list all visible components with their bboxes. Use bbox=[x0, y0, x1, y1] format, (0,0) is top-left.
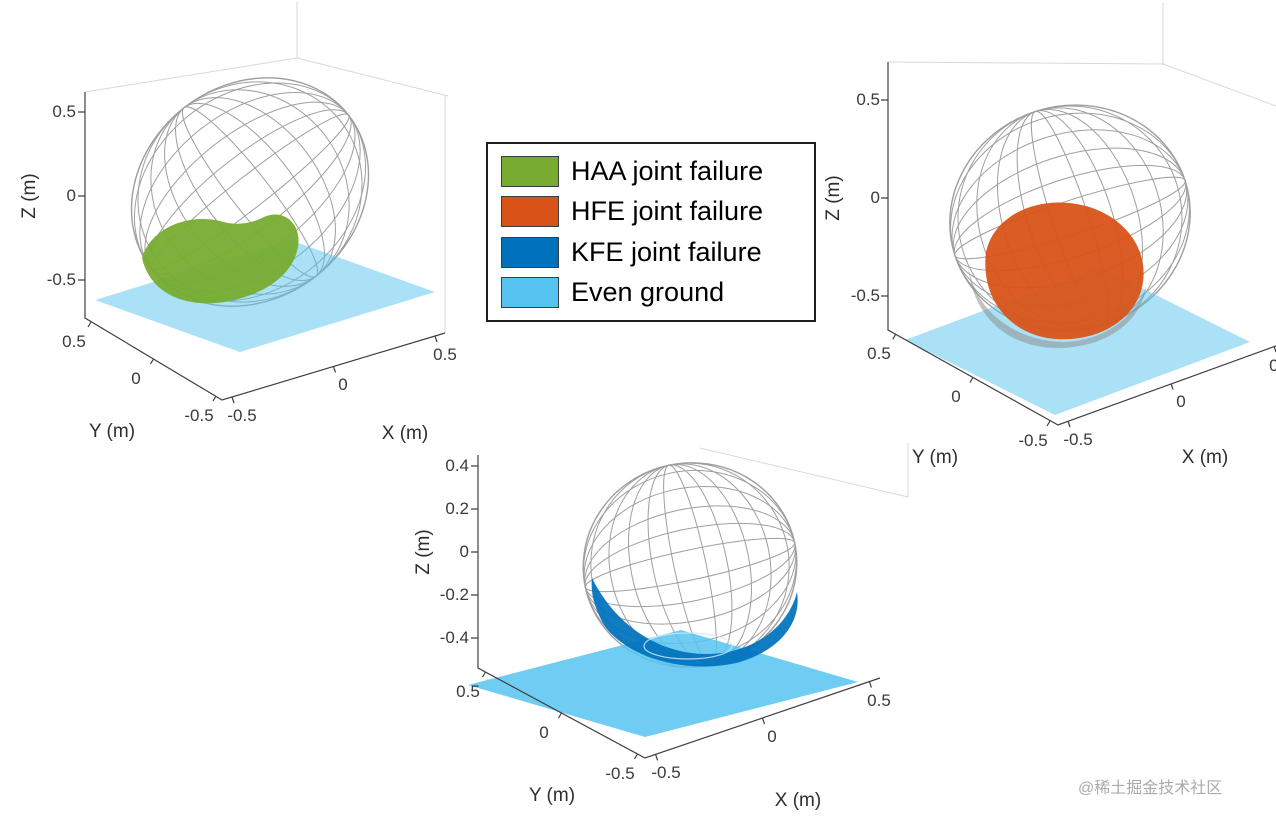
legend-swatch-kfe bbox=[501, 236, 559, 268]
z-axis-label: Z (m) bbox=[823, 175, 844, 221]
haa-failure-surface bbox=[142, 214, 299, 304]
ground-plane bbox=[95, 240, 435, 352]
x-axis-label: X (m) bbox=[381, 423, 429, 444]
x-tick-label: 0 bbox=[767, 727, 777, 746]
axis-lines bbox=[471, 455, 881, 761]
x-tick-label: -0.5 bbox=[651, 763, 681, 782]
y-tick-label: 0 bbox=[539, 723, 549, 742]
foot-contact-outline bbox=[643, 632, 733, 660]
kfe-failure-surface bbox=[591, 578, 798, 667]
legend-item-label: HAA joint failure bbox=[571, 155, 764, 186]
z-tick-label: 0.2 bbox=[445, 499, 469, 518]
x-tick-label: 0.5 bbox=[1269, 356, 1276, 375]
y-tick-label: 0.5 bbox=[867, 344, 891, 363]
legend-item-label: Even ground bbox=[571, 277, 725, 308]
legend-swatch-ground bbox=[501, 277, 559, 309]
legend-item: KFE joint failure bbox=[501, 235, 801, 269]
legend-item-label: KFE joint failure bbox=[571, 236, 762, 267]
y-tick-label: -0.5 bbox=[184, 406, 214, 425]
haa-plot bbox=[78, 2, 449, 404]
legend: HAA joint failure HFE joint failure KFE … bbox=[486, 142, 816, 322]
y-axis-label: Y (m) bbox=[88, 421, 136, 442]
z-tick-label: 0 bbox=[870, 188, 880, 207]
z-tick-label: 0.5 bbox=[52, 102, 76, 121]
legend-swatch-hfe bbox=[501, 196, 559, 228]
z-tick-label: -0.5 bbox=[46, 270, 76, 289]
x-tick-label: 0 bbox=[338, 375, 348, 394]
y-tick-label: 0 bbox=[951, 387, 961, 406]
y-tick-label: 0 bbox=[131, 369, 141, 388]
z-tick-label: -0.5 bbox=[850, 286, 880, 305]
x-axis-label: X (m) bbox=[774, 790, 822, 811]
x-tick-label: 0.5 bbox=[433, 345, 457, 364]
y-tick-label: 0.5 bbox=[62, 332, 86, 351]
axis-lines bbox=[78, 92, 446, 404]
y-axis-label: Y (m) bbox=[911, 447, 959, 468]
z-tick-label: 0.5 bbox=[856, 90, 880, 109]
y-tick-label: 0.5 bbox=[456, 682, 480, 701]
y-axis-label: Y (m) bbox=[528, 785, 576, 806]
z-tick-label: -0.2 bbox=[439, 585, 469, 604]
z-tick-label: 0 bbox=[66, 186, 76, 205]
kfe-plot bbox=[468, 443, 909, 761]
legend-swatch-haa bbox=[501, 155, 559, 187]
y-tick-label: -0.5 bbox=[1018, 431, 1048, 450]
z-axis-label: Z (m) bbox=[19, 173, 40, 219]
hfe-failure-surface bbox=[985, 202, 1144, 340]
z-axis-label: Z (m) bbox=[413, 529, 434, 575]
y-tick-label: -0.5 bbox=[605, 764, 635, 783]
ground-plane bbox=[468, 630, 858, 737]
x-tick-label: -0.5 bbox=[227, 406, 257, 425]
x-tick-label: -0.5 bbox=[1063, 430, 1093, 449]
axes-box-lines bbox=[84, 2, 449, 333]
axis-lines bbox=[881, 62, 1276, 428]
legend-item: HFE joint failure bbox=[501, 195, 801, 229]
watermark: @稀土掘金技术社区 bbox=[1078, 780, 1223, 797]
x-tick-label: 0.5 bbox=[867, 691, 891, 710]
axes-box-lines bbox=[887, 3, 1276, 107]
legend-item-label: HFE joint failure bbox=[571, 196, 764, 227]
legend-item: Even ground bbox=[501, 276, 801, 310]
z-tick-label: 0.4 bbox=[445, 456, 469, 475]
z-tick-label: 0 bbox=[459, 542, 469, 561]
z-tick-label: -0.4 bbox=[439, 628, 469, 647]
hfe-plot bbox=[881, 3, 1276, 428]
axes-box-lines bbox=[699, 443, 909, 498]
legend-item: HAA joint failure bbox=[501, 154, 801, 188]
x-axis-label: X (m) bbox=[1181, 447, 1229, 468]
x-tick-label: 0 bbox=[1176, 392, 1186, 411]
